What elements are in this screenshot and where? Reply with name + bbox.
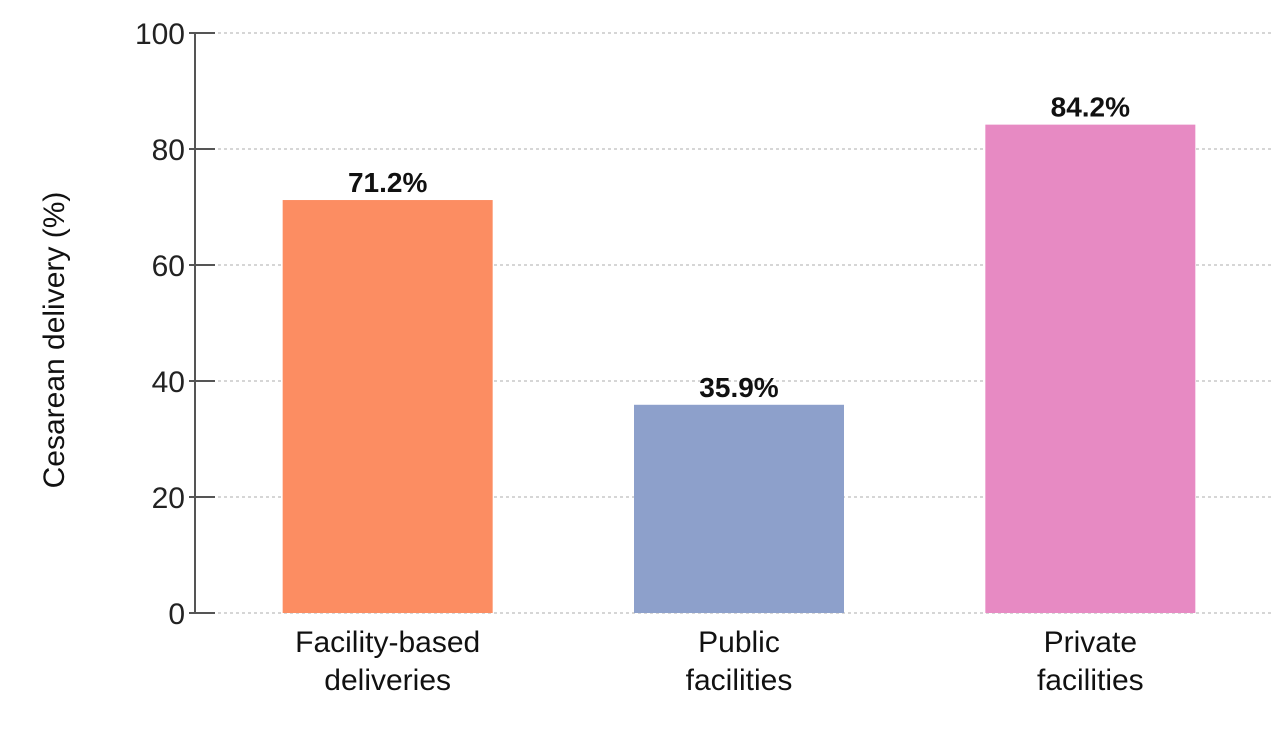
data-labels: 71.2% 35.9% 84.2% (348, 92, 1130, 403)
bars (282, 124, 1196, 614)
category-label: Public (698, 626, 780, 659)
y-tick-label: 20 (152, 482, 185, 515)
y-axis-title: Cesarean delivery (%) (38, 192, 71, 489)
bar-value-label: 35.9% (699, 372, 778, 403)
category-label: facilities (1037, 664, 1144, 697)
category-label: deliveries (324, 664, 451, 697)
y-axis: 0 20 40 60 80 100 (135, 18, 215, 631)
category-label: Private (1044, 626, 1137, 659)
y-tick-label: 80 (152, 134, 185, 167)
category-labels: Facility-based deliveries Public facilities… (295, 626, 1144, 697)
bar (634, 404, 844, 613)
y-tick-label: 40 (152, 366, 185, 399)
category-label: Facility-based (295, 626, 480, 659)
bar (282, 200, 493, 614)
y-tick-label: 100 (135, 18, 185, 51)
y-tick-label: 60 (152, 250, 185, 283)
bar-value-label: 84.2% (1051, 92, 1130, 123)
y-tick-label: 0 (168, 598, 185, 631)
bar (985, 124, 1196, 613)
category-label: facilities (686, 664, 793, 697)
bar-value-label: 71.2% (348, 167, 427, 198)
